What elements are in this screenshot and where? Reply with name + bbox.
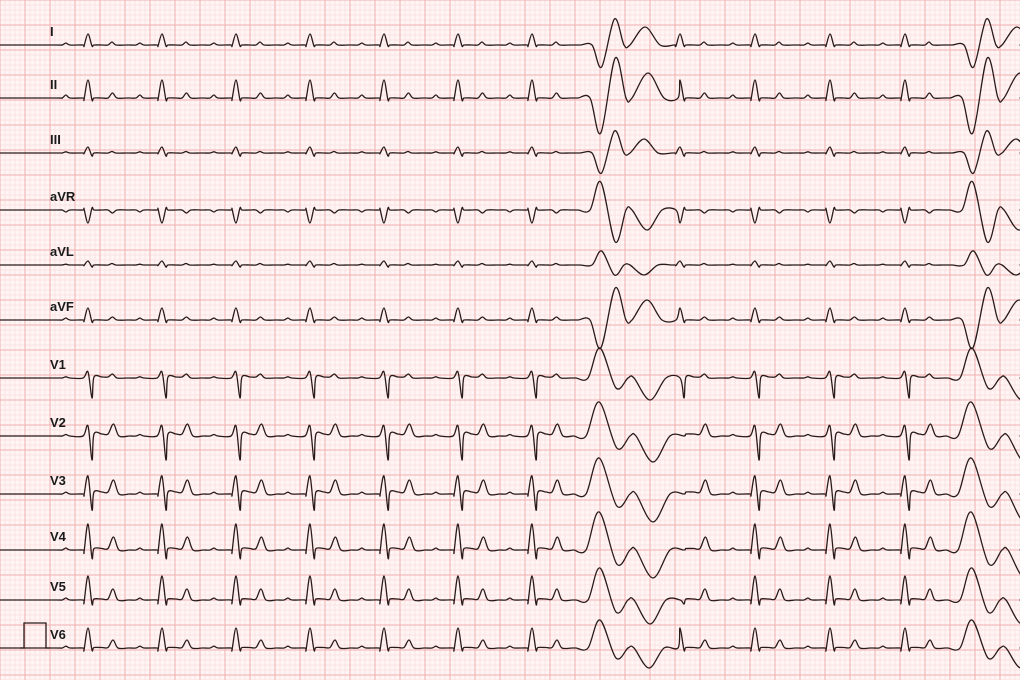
ecg-strip: IIIIIIaVRaVLaVFV1V2V3V4V5V6 (0, 0, 1020, 680)
ecg-svg (0, 0, 1020, 680)
